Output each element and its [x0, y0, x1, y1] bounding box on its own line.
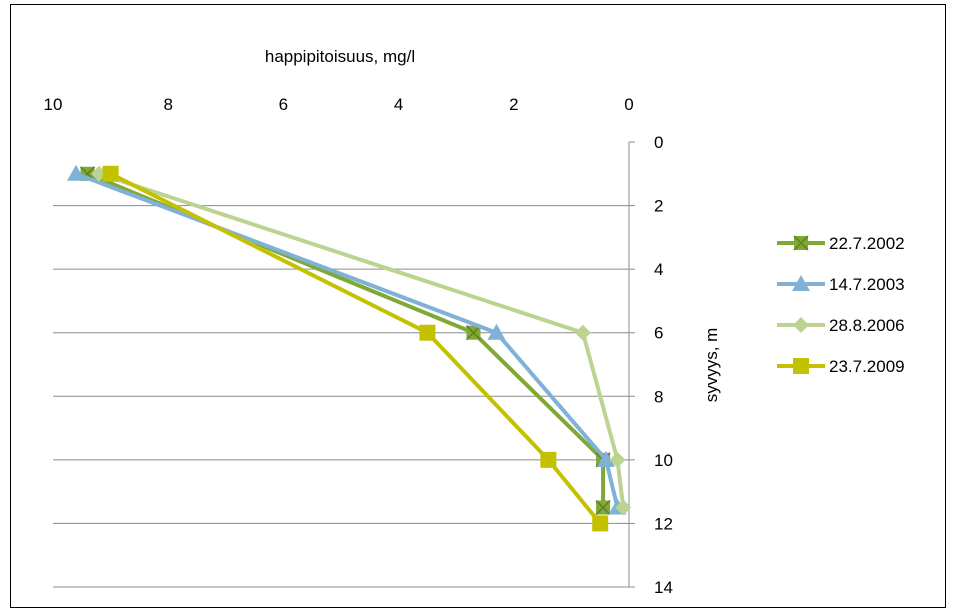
series-0 [80, 166, 611, 516]
data-point-cross [793, 235, 809, 251]
x-axis-title: happipitoisuus, mg/l [265, 47, 415, 66]
axes [628, 141, 635, 588]
data-point [67, 164, 86, 181]
data-point [419, 324, 436, 341]
data-point [102, 165, 119, 182]
legend-label: 23.7.2009 [829, 357, 905, 376]
legend-label: 22.7.2002 [829, 234, 905, 253]
data-point [540, 451, 557, 468]
data-point [615, 499, 632, 516]
legend-item: 23.7.2009 [777, 357, 905, 376]
series-2 [91, 165, 632, 516]
x-tick-label: 8 [163, 95, 172, 114]
y-axis-title: syvyys, m [702, 328, 721, 403]
x-tick-label: 4 [394, 95, 403, 114]
series-line [75, 171, 620, 509]
x-tick-label: 0 [624, 95, 633, 114]
legend-item: 22.7.2002 [777, 234, 905, 253]
series-line [98, 171, 626, 508]
data-point [596, 450, 615, 467]
legend-item: 14.7.2003 [777, 275, 905, 294]
x-tick-label: 6 [279, 95, 288, 114]
data-point-cross [595, 500, 611, 516]
data-point [792, 275, 810, 291]
series-3 [102, 165, 609, 532]
y-tick-label: 6 [654, 324, 663, 343]
y-tick-label: 2 [654, 197, 663, 216]
y-tick-labels: 0 2 4 6 8 10 12 14 [654, 133, 673, 597]
y-tick-label: 14 [654, 578, 673, 597]
data-point-cross [465, 325, 482, 341]
x-tick-label: 2 [509, 95, 518, 114]
y-tick-label: 4 [654, 260, 663, 279]
series-line [86, 171, 606, 508]
data-point [609, 451, 626, 468]
data-point [487, 323, 506, 340]
legend: 22.7.2002 14.7.2003 28.8.2006 23.7.2009 [777, 234, 905, 376]
gridlines [53, 205, 629, 588]
y-tick-label: 12 [654, 514, 673, 533]
legend-item: 28.8.2006 [777, 316, 905, 335]
legend-label: 14.7.2003 [829, 275, 905, 294]
y-tick-label: 8 [654, 387, 663, 406]
data-point [793, 317, 809, 333]
series-group [67, 164, 632, 532]
data-point [592, 515, 609, 532]
chart-frame [10, 4, 946, 608]
legend-label: 28.8.2006 [829, 316, 905, 335]
y-tick-label: 10 [654, 451, 673, 470]
data-point [793, 358, 809, 374]
x-tick-labels: 10 8 6 4 2 0 [44, 95, 634, 114]
data-point [574, 324, 591, 341]
y-tick-label: 0 [654, 133, 663, 152]
x-tick-label: 10 [44, 95, 63, 114]
series-line [109, 171, 602, 525]
